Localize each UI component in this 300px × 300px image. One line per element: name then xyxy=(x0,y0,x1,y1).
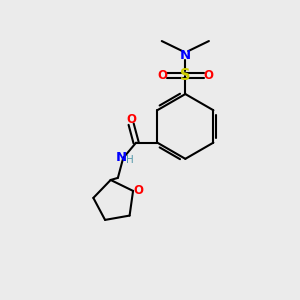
Text: O: O xyxy=(126,112,136,126)
Text: O: O xyxy=(133,184,143,197)
Text: S: S xyxy=(180,68,190,83)
Text: H: H xyxy=(126,155,134,165)
Text: N: N xyxy=(180,49,191,62)
Text: O: O xyxy=(204,69,214,82)
Text: N: N xyxy=(116,152,127,164)
Text: O: O xyxy=(157,69,167,82)
